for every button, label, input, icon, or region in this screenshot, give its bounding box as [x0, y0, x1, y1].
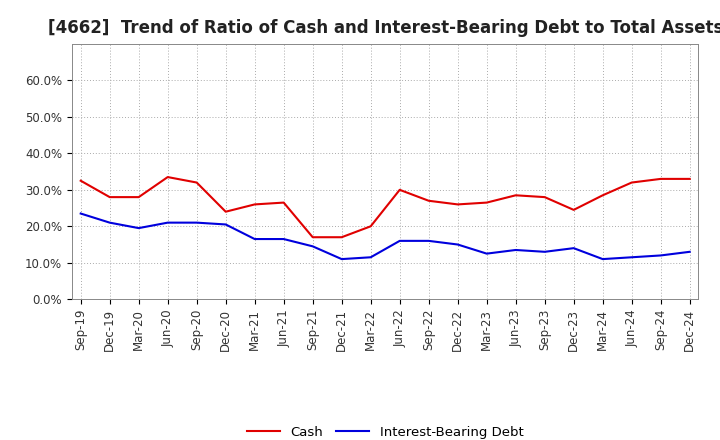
Cash: [482, 200, 491, 205]
Cash: [570, 207, 578, 213]
Interest-Bearing Debt: [570, 246, 578, 251]
Cash: [251, 202, 259, 207]
Line: Interest-Bearing Debt: Interest-Bearing Debt: [81, 213, 690, 259]
Cash: [685, 176, 694, 182]
Interest-Bearing Debt: [627, 255, 636, 260]
Cash: [76, 178, 85, 183]
Interest-Bearing Debt: [541, 249, 549, 254]
Interest-Bearing Debt: [685, 249, 694, 254]
Interest-Bearing Debt: [76, 211, 85, 216]
Cash: [279, 200, 288, 205]
Interest-Bearing Debt: [482, 251, 491, 256]
Cash: [163, 174, 172, 180]
Legend: Cash, Interest-Bearing Debt: Cash, Interest-Bearing Debt: [241, 421, 529, 440]
Interest-Bearing Debt: [511, 247, 520, 253]
Interest-Bearing Debt: [454, 242, 462, 247]
Interest-Bearing Debt: [424, 238, 433, 243]
Interest-Bearing Debt: [105, 220, 114, 225]
Interest-Bearing Debt: [598, 257, 607, 262]
Cash: [105, 194, 114, 200]
Cash: [541, 194, 549, 200]
Interest-Bearing Debt: [279, 236, 288, 242]
Interest-Bearing Debt: [163, 220, 172, 225]
Cash: [511, 193, 520, 198]
Interest-Bearing Debt: [395, 238, 404, 243]
Line: Cash: Cash: [81, 177, 690, 237]
Title: [4662]  Trend of Ratio of Cash and Interest-Bearing Debt to Total Assets: [4662] Trend of Ratio of Cash and Intere…: [48, 19, 720, 37]
Interest-Bearing Debt: [221, 222, 230, 227]
Interest-Bearing Debt: [366, 255, 375, 260]
Cash: [221, 209, 230, 214]
Interest-Bearing Debt: [192, 220, 201, 225]
Cash: [192, 180, 201, 185]
Cash: [338, 235, 346, 240]
Cash: [657, 176, 665, 182]
Interest-Bearing Debt: [251, 236, 259, 242]
Interest-Bearing Debt: [135, 225, 143, 231]
Cash: [308, 235, 317, 240]
Cash: [395, 187, 404, 192]
Cash: [424, 198, 433, 203]
Cash: [135, 194, 143, 200]
Interest-Bearing Debt: [338, 257, 346, 262]
Cash: [627, 180, 636, 185]
Cash: [598, 193, 607, 198]
Cash: [454, 202, 462, 207]
Interest-Bearing Debt: [308, 244, 317, 249]
Cash: [366, 224, 375, 229]
Interest-Bearing Debt: [657, 253, 665, 258]
